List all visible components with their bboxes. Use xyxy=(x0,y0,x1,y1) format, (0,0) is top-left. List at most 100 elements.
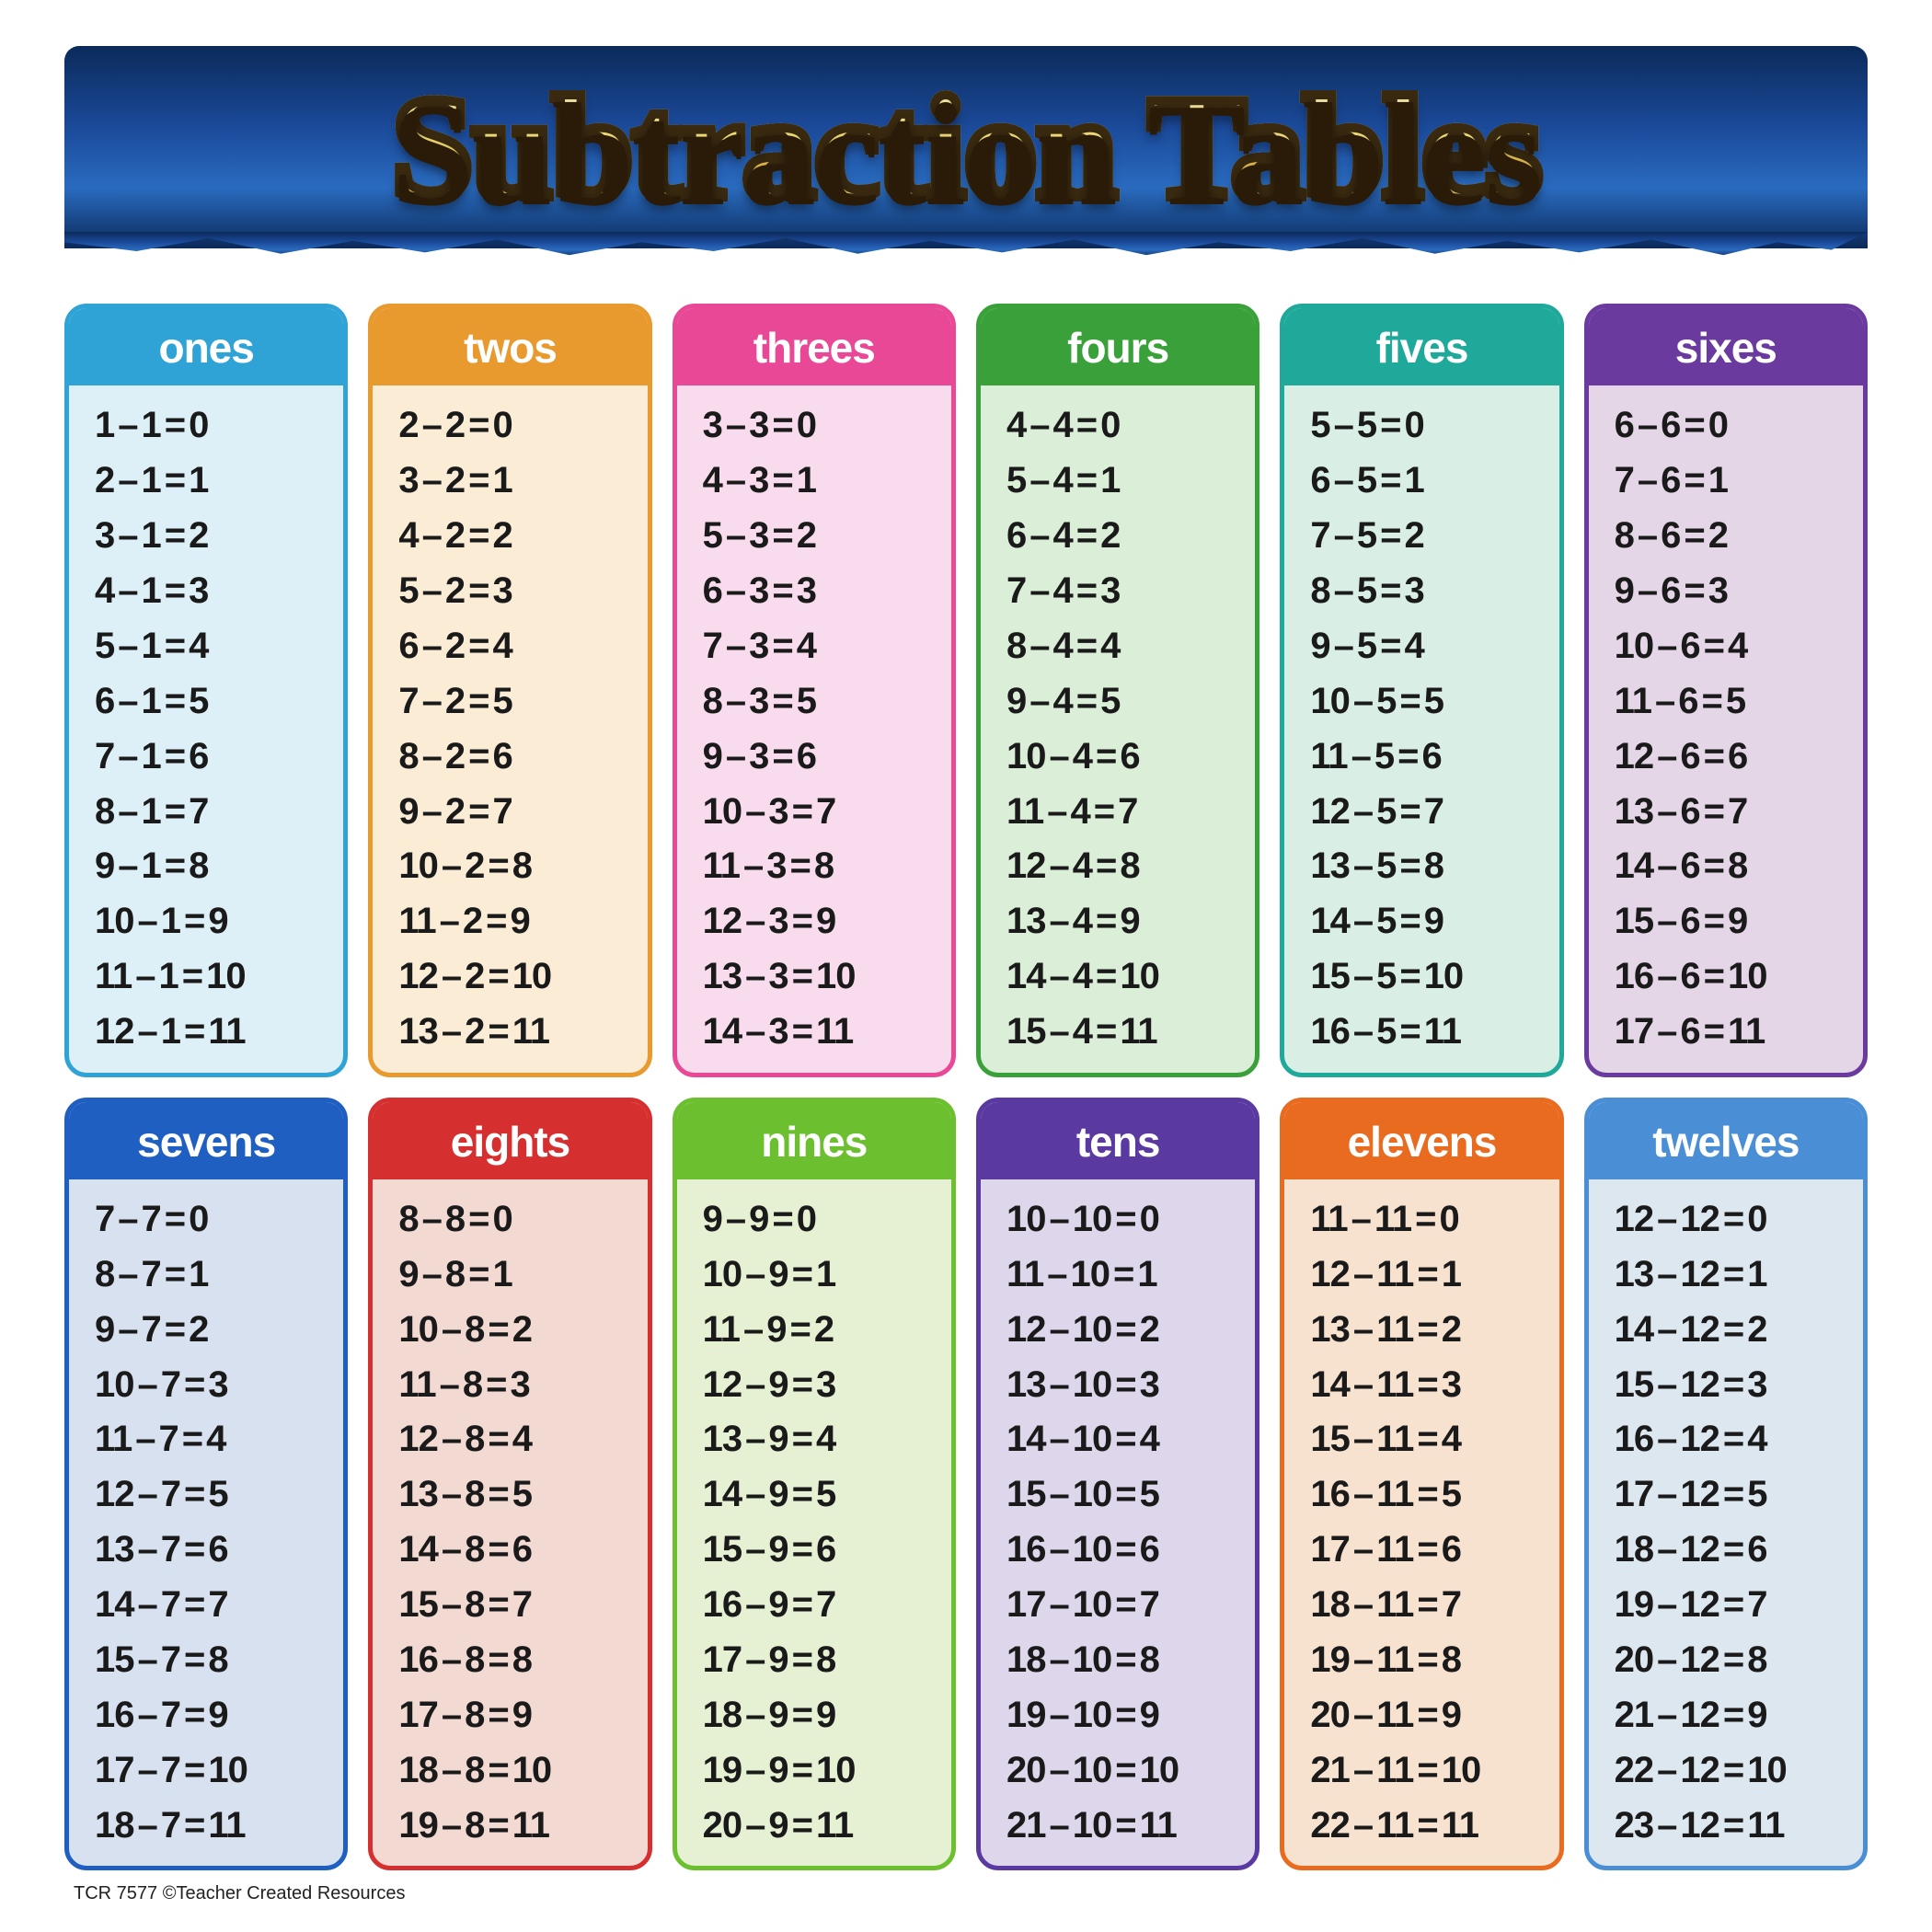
equation-row: 17–10=7 xyxy=(1006,1584,1255,1626)
equation-row: 20–12=8 xyxy=(1615,1639,1863,1681)
table-card-threes: threes3–3=04–3=15–3=26–3=37–3=48–3=59–3=… xyxy=(673,304,956,1077)
card-body: 5–5=06–5=17–5=28–5=39–5=410–5=511–5=612–… xyxy=(1284,385,1558,1073)
card-body: 11–11=012–11=113–11=214–11=315–11=416–11… xyxy=(1284,1179,1558,1867)
equation-row: 14–3=11 xyxy=(703,1011,951,1052)
equation-row: 22–11=11 xyxy=(1310,1805,1558,1846)
table-card-eights: eights8–8=09–8=110–8=211–8=312–8=413–8=5… xyxy=(368,1098,651,1871)
equation-row: 20–11=9 xyxy=(1310,1695,1558,1736)
equation-row: 7–6=1 xyxy=(1615,460,1863,501)
card-body: 12–12=013–12=114–12=215–12=316–12=417–12… xyxy=(1589,1179,1863,1867)
card-body: 2–2=03–2=14–2=25–2=36–2=47–2=58–2=69–2=7… xyxy=(373,385,647,1073)
table-card-fours: fours4–4=05–4=16–4=27–4=38–4=49–4=510–4=… xyxy=(976,304,1259,1077)
equation-row: 13–8=5 xyxy=(398,1474,647,1515)
equation-row: 10–10=0 xyxy=(1006,1199,1255,1240)
card-header: threes xyxy=(677,308,951,385)
equation-row: 4–2=2 xyxy=(398,515,647,557)
equation-row: 10–5=5 xyxy=(1310,681,1558,722)
table-card-nines: nines9–9=010–9=111–9=212–9=313–9=414–9=5… xyxy=(673,1098,956,1871)
card-body: 1–1=02–1=13–1=24–1=35–1=46–1=57–1=68–1=7… xyxy=(69,385,343,1073)
card-body: 10–10=0 11–10=1 12–10=2 13–10=3 14–10=4 15–10… xyxy=(981,1179,1255,1867)
equation-row: 7–2=5 xyxy=(398,681,647,722)
equation-row: 11–4=7 xyxy=(1006,791,1255,833)
equation-row: 16–10=6 xyxy=(1006,1529,1255,1570)
equation-row: 13–11=2 xyxy=(1310,1309,1558,1351)
equation-row: 13–10=3 xyxy=(1006,1364,1255,1406)
equation-row: 11–3=8 xyxy=(703,845,951,887)
equation-row: 5–3=2 xyxy=(703,515,951,557)
equation-row: 8–4=4 xyxy=(1006,626,1255,667)
equation-row: 14–9=5 xyxy=(703,1474,951,1515)
equation-row: 17–12=5 xyxy=(1615,1474,1863,1515)
equation-row: 14–10=4 xyxy=(1006,1419,1255,1460)
footer-credit: TCR 7577 ©Teacher Created Resources xyxy=(64,1883,1868,1904)
equation-row: 18–10=8 xyxy=(1006,1639,1255,1681)
card-header: fours xyxy=(981,308,1255,385)
equation-row: 15–7=8 xyxy=(95,1639,343,1681)
equation-row: 13–12=1 xyxy=(1615,1254,1863,1295)
tables-grid: ones1–1=02–1=13–1=24–1=35–1=46–1=57–1=68… xyxy=(64,304,1868,1870)
equation-row: 21–12=9 xyxy=(1615,1695,1863,1736)
equation-row: 18–8=10 xyxy=(398,1750,647,1791)
table-card-twelves: twelves12–12=013–12=114–12=215–12=316–12… xyxy=(1584,1098,1868,1871)
equation-row: 12–10=2 xyxy=(1006,1309,1255,1351)
equation-row: 11–6=5 xyxy=(1615,681,1863,722)
equation-row: 13–3=10 xyxy=(703,956,951,997)
equation-row: 18–12=6 xyxy=(1615,1529,1863,1570)
equation-row: 3–3=0 xyxy=(703,405,951,446)
equation-row: 12–11=1 xyxy=(1310,1254,1558,1295)
equation-row: 3–1=2 xyxy=(95,515,343,557)
equation-row: 17–11=6 xyxy=(1310,1529,1558,1570)
equation-row: 11–10=1 xyxy=(1006,1254,1255,1295)
equation-row: 17–7=10 xyxy=(95,1750,343,1791)
equation-row: 14–8=6 xyxy=(398,1529,647,1570)
equation-row: 14–11=3 xyxy=(1310,1364,1558,1406)
equation-row: 10–8=2 xyxy=(398,1309,647,1351)
equation-row: 15–10=5 xyxy=(1006,1474,1255,1515)
page-title: Subtraction Tables xyxy=(392,63,1541,233)
equation-row: 13–4=9 xyxy=(1006,901,1255,942)
card-header: ones xyxy=(69,308,343,385)
equation-row: 4–1=3 xyxy=(95,570,343,612)
card-header: nines xyxy=(677,1102,951,1179)
equation-row: 3–2=1 xyxy=(398,460,647,501)
equation-row: 19–12=7 xyxy=(1615,1584,1863,1626)
equation-row: 12–1=11 xyxy=(95,1011,343,1052)
card-header: tens xyxy=(981,1102,1255,1179)
equation-row: 12–4=8 xyxy=(1006,845,1255,887)
equation-row: 14–7=7 xyxy=(95,1584,343,1626)
table-card-ones: ones1–1=02–1=13–1=24–1=35–1=46–1=57–1=68… xyxy=(64,304,348,1077)
table-card-sevens: sevens7–7=08–7=19–7=210–7=311–7=412–7=51… xyxy=(64,1098,348,1871)
equation-row: 14–6=8 xyxy=(1615,845,1863,887)
equation-row: 5–5=0 xyxy=(1310,405,1558,446)
equation-row: 9–1=8 xyxy=(95,845,343,887)
equation-row: 9–8=1 xyxy=(398,1254,647,1295)
equation-row: 16–7=9 xyxy=(95,1695,343,1736)
equation-row: 12–6=6 xyxy=(1615,736,1863,777)
equation-row: 5–2=3 xyxy=(398,570,647,612)
card-header: fives xyxy=(1284,308,1558,385)
card-header: sevens xyxy=(69,1102,343,1179)
equation-row: 17–6=11 xyxy=(1615,1011,1863,1052)
equation-row: 9–5=4 xyxy=(1310,626,1558,667)
equation-row: 11–11=0 xyxy=(1310,1199,1558,1240)
equation-row: 13–7=6 xyxy=(95,1529,343,1570)
equation-row: 16–11=5 xyxy=(1310,1474,1558,1515)
equation-row: 5–1=4 xyxy=(95,626,343,667)
equation-row: 11–1=10 xyxy=(95,956,343,997)
equation-row: 8–1=7 xyxy=(95,791,343,833)
card-header: twos xyxy=(373,308,647,385)
equation-row: 9–3=6 xyxy=(703,736,951,777)
equation-row: 8–5=3 xyxy=(1310,570,1558,612)
equation-row: 11–7=4 xyxy=(95,1419,343,1460)
equation-row: 10–4=6 xyxy=(1006,736,1255,777)
equation-row: 10–7=3 xyxy=(95,1364,343,1406)
equation-row: 20–9=11 xyxy=(703,1805,951,1846)
equation-row: 12–3=9 xyxy=(703,901,951,942)
equation-row: 6–5=1 xyxy=(1310,460,1558,501)
equation-row: 19–8=11 xyxy=(398,1805,647,1846)
equation-row: 10–9=1 xyxy=(703,1254,951,1295)
card-header: twelves xyxy=(1589,1102,1863,1179)
equation-row: 15–4=11 xyxy=(1006,1011,1255,1052)
equation-row: 2–1=1 xyxy=(95,460,343,501)
table-card-twos: twos2–2=03–2=14–2=25–2=36–2=47–2=58–2=69… xyxy=(368,304,651,1077)
